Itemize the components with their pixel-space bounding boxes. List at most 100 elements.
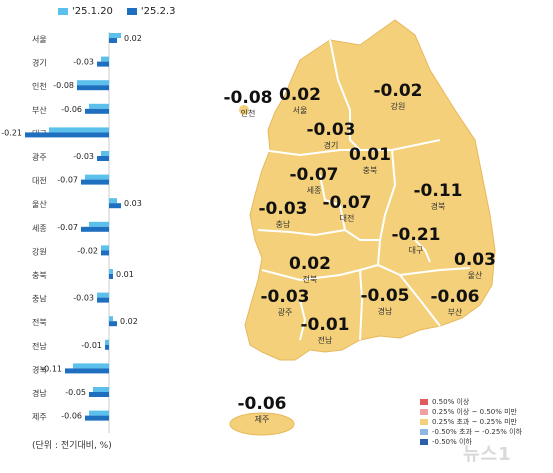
data-label: -0.03 — [73, 152, 94, 161]
map-legend-swatch-3 — [420, 419, 428, 425]
bar-series-2 — [81, 226, 109, 232]
bar-series-2 — [81, 179, 109, 185]
map-value-label: -0.01 — [301, 315, 350, 335]
bar-series-1 — [89, 410, 109, 416]
map-value-label: 0.01 — [349, 145, 391, 165]
bar-series-2 — [109, 274, 113, 279]
map-value-label: -0.21 — [392, 225, 441, 245]
legend-swatch-light — [58, 8, 68, 15]
category-label: 세종 — [32, 224, 47, 233]
legend-label-2: '25.2.3 — [140, 6, 176, 17]
bar-series-1 — [109, 198, 117, 204]
map-region-name: 서울 — [293, 106, 308, 115]
category-label: 전북 — [32, 317, 47, 327]
map-value-label: -0.03 — [261, 287, 310, 307]
map-region-name: 강원 — [391, 101, 406, 111]
data-label: 0.02 — [124, 34, 142, 43]
data-label: -0.07 — [57, 223, 78, 232]
bar-series-2 — [65, 368, 109, 374]
map-legend-label-1: 0.50% 이상 — [432, 398, 470, 406]
map-legend-swatch-2 — [420, 409, 428, 415]
data-label: -0.07 — [57, 176, 78, 185]
category-label: 부산 — [32, 105, 47, 115]
legend-swatch-dark — [126, 8, 137, 15]
news1-watermark: 뉴스1 — [463, 444, 512, 465]
map-value-label: 0.03 — [454, 250, 496, 270]
map-legend-row-1: 0.50% 이상 — [420, 397, 522, 407]
map-legend-row-4: -0.50% 초과 ~ -0.25% 이하 — [420, 427, 522, 437]
data-label: 0.01 — [116, 270, 134, 279]
map-region-name: 광주 — [278, 307, 293, 317]
map-legend-label-3: 0.25% 초과 ~ 0.25% 미만 — [432, 418, 518, 426]
category-label: 전남 — [32, 341, 47, 351]
bar-series-2 — [97, 156, 109, 161]
bar-series-1 — [109, 33, 121, 38]
bar-series-1 — [89, 103, 109, 109]
data-label: -0.08 — [53, 81, 74, 90]
category-label: 대전 — [32, 176, 47, 186]
region-borders — [257, 39, 471, 341]
map-labels: -0.08인천0.02서울-0.03경기-0.02강원0.01충북-0.07세종… — [224, 81, 496, 424]
map-value-label: -0.07 — [323, 193, 372, 213]
map-region-name: 충남 — [276, 220, 291, 229]
map-value-label: -0.05 — [361, 286, 410, 306]
map-value-label: -0.11 — [414, 181, 463, 201]
map-legend-row-3: 0.25% 초과 ~ 0.25% 미만 — [420, 417, 522, 427]
bar-series-1 — [85, 174, 109, 180]
bar-series-1 — [105, 339, 109, 345]
bar-series-2 — [85, 108, 109, 114]
category-label: 경남 — [32, 388, 47, 398]
data-label: -0.06 — [61, 412, 82, 421]
map-legend-swatch-5 — [420, 439, 428, 445]
category-label: 충남 — [32, 295, 47, 304]
category-label: 인천 — [32, 81, 47, 91]
bar-series-1 — [97, 292, 109, 298]
bar-series-2 — [89, 392, 109, 397]
map-value-label: -0.07 — [290, 165, 339, 185]
bar-series-2 — [109, 38, 117, 43]
map-legend-row-5: -0.50% 이하 — [420, 437, 522, 447]
map-value-label: -0.06 — [431, 287, 480, 307]
bar-series-2 — [97, 297, 109, 303]
bar-series-1 — [73, 363, 109, 369]
map-legend-swatch-1 — [420, 399, 428, 405]
data-label: -0.03 — [73, 294, 94, 303]
map-legend-label-5: -0.50% 이하 — [432, 438, 472, 446]
category-label: 울산 — [32, 199, 47, 209]
map-value-label: -0.08 — [224, 88, 273, 108]
bar-series-1 — [101, 245, 109, 251]
map-mainland — [244, 19, 496, 361]
bar-series-2 — [109, 321, 117, 327]
map-legend-label-2: 0.25% 이상 ~ 0.50% 미만 — [432, 408, 518, 416]
map-region-name: 경남 — [378, 306, 393, 316]
legend-label-1: '25.1.20 — [72, 6, 113, 17]
data-label: -0.03 — [73, 58, 94, 67]
map-region-name: 충북 — [363, 166, 378, 175]
map-region-name: 세종 — [307, 186, 322, 195]
legend-item-series-1: '25.1.20 — [58, 6, 113, 17]
bar-series-2 — [105, 344, 109, 350]
map-island-1 — [239, 105, 249, 115]
map-value-label: -0.02 — [374, 81, 423, 101]
chart-legend: '25.1.20 '25.2.3 — [58, 6, 175, 17]
category-label: 경기 — [32, 58, 47, 68]
bar-series-2 — [97, 61, 109, 67]
bar-series-1 — [101, 56, 109, 62]
map-region-name: 전북 — [303, 274, 318, 284]
map-region-name: 경기 — [324, 140, 339, 150]
bar-series-2 — [85, 415, 109, 421]
map-region-name: 대구 — [409, 246, 424, 255]
category-label: 경북 — [32, 364, 47, 374]
data-label: -0.11 — [41, 364, 62, 373]
bar-series-1 — [77, 80, 109, 86]
map-jeju — [229, 412, 295, 436]
data-label: 0.02 — [120, 317, 138, 326]
bar-series-2 — [25, 132, 109, 138]
map-legend-label-4: -0.50% 초과 ~ -0.25% 이하 — [432, 428, 523, 436]
data-label: 0.03 — [124, 199, 142, 208]
category-label: 제주 — [32, 413, 47, 422]
bar-series-1 — [101, 151, 109, 156]
